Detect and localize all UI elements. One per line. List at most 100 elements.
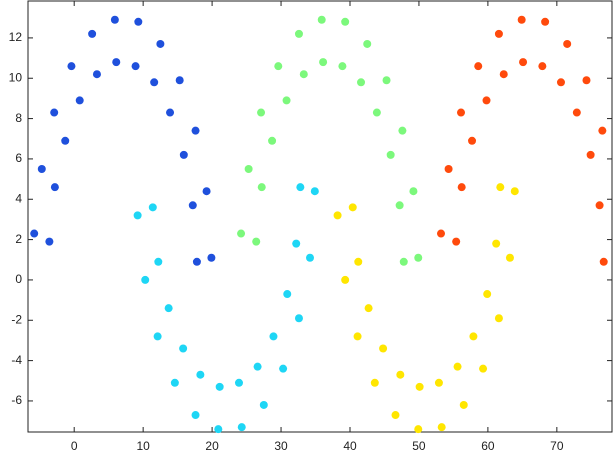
point <box>474 62 483 71</box>
point <box>131 62 140 71</box>
point <box>196 370 205 379</box>
y-tick-label: 10 <box>9 70 23 84</box>
point <box>299 70 308 79</box>
point <box>30 229 39 238</box>
x-tick-label: 0 <box>71 439 78 453</box>
point <box>92 70 101 79</box>
point <box>215 382 224 391</box>
point <box>75 96 84 105</box>
point <box>414 253 423 262</box>
point <box>61 136 70 145</box>
point <box>494 314 503 323</box>
point <box>338 62 347 71</box>
point <box>133 211 142 220</box>
point <box>259 400 268 409</box>
point <box>434 378 443 387</box>
point <box>252 237 261 246</box>
y-tick-label: -6 <box>11 393 22 407</box>
point <box>364 304 373 313</box>
point <box>563 39 572 48</box>
x-tick-label: 60 <box>481 439 495 453</box>
y-tick-label: 8 <box>15 111 22 125</box>
point <box>444 165 453 174</box>
point <box>202 187 211 196</box>
point <box>482 96 491 105</box>
point <box>306 253 315 262</box>
point <box>317 15 326 24</box>
point <box>67 62 76 71</box>
point <box>595 201 604 210</box>
point <box>175 76 184 85</box>
point <box>457 183 466 192</box>
point <box>414 425 423 434</box>
point <box>37 165 46 174</box>
x-tick-label: 30 <box>274 439 288 453</box>
point <box>586 150 595 159</box>
x-tick-label: 20 <box>205 439 219 453</box>
point <box>370 378 379 387</box>
y-tick-label: -2 <box>11 312 22 326</box>
point <box>257 108 266 117</box>
point <box>415 382 424 391</box>
point <box>150 78 159 87</box>
point <box>244 165 253 174</box>
point <box>468 136 477 145</box>
point <box>348 203 357 212</box>
point <box>517 15 526 24</box>
point <box>310 187 319 196</box>
x-tick-label: 40 <box>343 439 357 453</box>
point <box>269 332 278 341</box>
point <box>510 187 519 196</box>
point <box>395 201 404 210</box>
point <box>598 126 607 135</box>
point <box>268 136 277 145</box>
point <box>494 29 503 38</box>
point <box>282 96 291 105</box>
point <box>156 39 165 48</box>
x-tick-label: 70 <box>550 439 564 453</box>
point <box>496 183 505 192</box>
x-tick-label: 10 <box>136 439 150 453</box>
y-tick-label: 2 <box>15 232 22 246</box>
point <box>45 237 54 246</box>
point <box>396 370 405 379</box>
point <box>437 423 446 432</box>
point <box>437 229 446 238</box>
point <box>141 275 150 284</box>
point <box>237 229 246 238</box>
point <box>479 364 488 373</box>
point <box>296 183 305 192</box>
point <box>452 237 461 246</box>
point <box>333 211 342 220</box>
point <box>253 362 262 371</box>
point <box>170 378 179 387</box>
point <box>391 411 400 420</box>
point <box>88 29 97 38</box>
point <box>469 332 478 341</box>
point <box>283 290 292 299</box>
y-tick-label: 12 <box>9 30 23 44</box>
point <box>399 257 408 266</box>
point <box>386 150 395 159</box>
x-tick-label: 50 <box>412 439 426 453</box>
point <box>505 253 514 262</box>
point <box>234 378 243 387</box>
point <box>179 150 188 159</box>
point <box>112 58 121 67</box>
point <box>363 39 372 48</box>
point <box>110 15 119 24</box>
point <box>492 239 501 248</box>
point <box>519 58 528 67</box>
point <box>134 17 143 26</box>
point <box>341 17 350 26</box>
point <box>582 76 591 85</box>
point <box>483 290 492 299</box>
point <box>294 29 303 38</box>
plot-frame <box>27 0 613 433</box>
point <box>372 108 381 117</box>
point <box>572 108 581 117</box>
point <box>257 183 266 192</box>
point <box>409 187 418 196</box>
point <box>237 423 246 432</box>
